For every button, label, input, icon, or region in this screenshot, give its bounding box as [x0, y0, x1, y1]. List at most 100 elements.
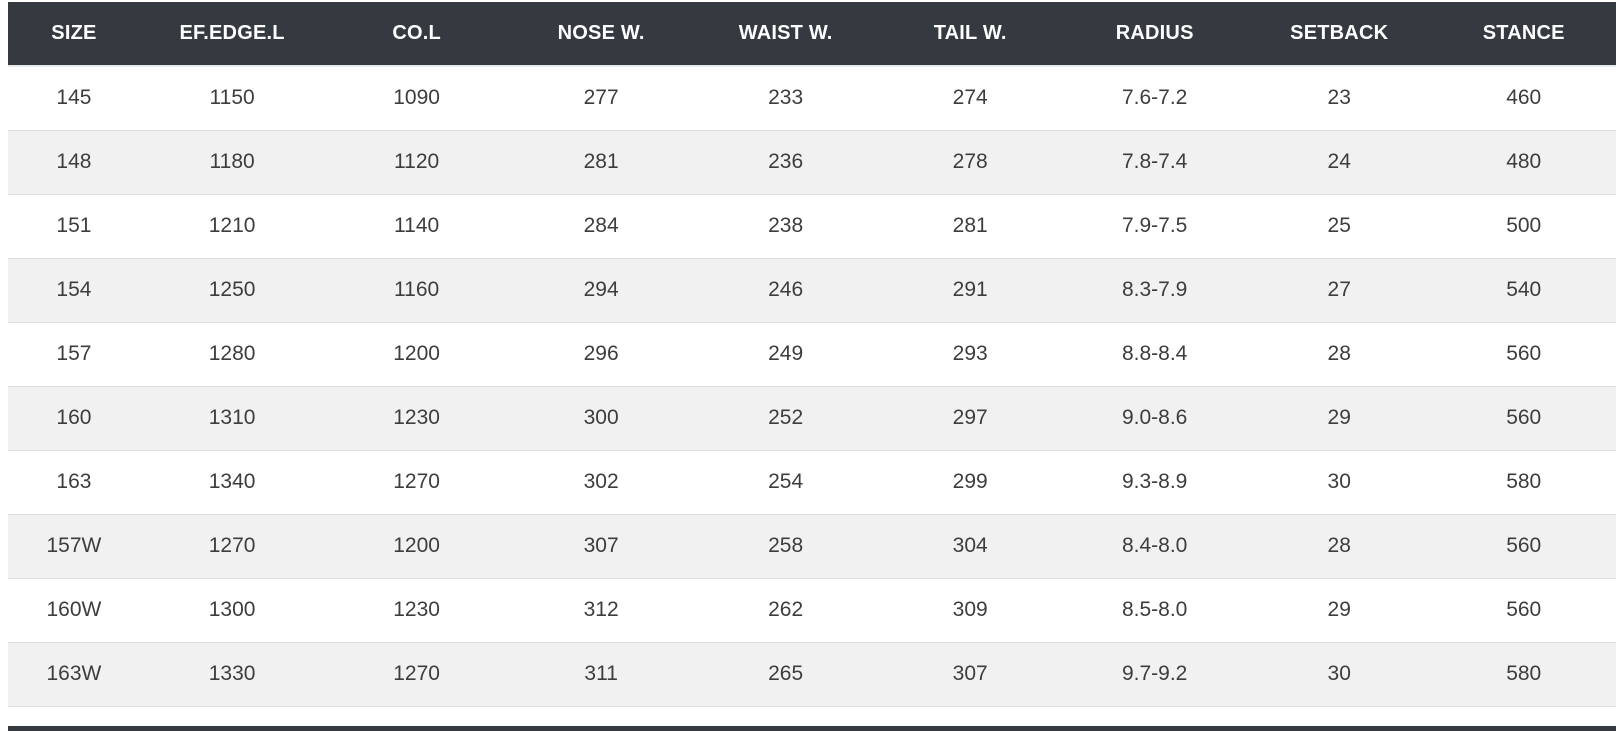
- spec-table-header: SIZE EF.EDGE.L CO.L NOSE W. WAIST W. TAIL W. R…: [8, 2, 1616, 66]
- table-cell: 1300: [208, 598, 256, 621]
- table-cell: 236: [768, 150, 804, 173]
- table-cell: 302: [583, 470, 619, 493]
- table-cell: 460: [1506, 86, 1542, 110]
- table-cell: 30: [1327, 470, 1351, 493]
- table-cell: 238: [768, 214, 804, 237]
- table-cell: 9.0-8.6: [1121, 406, 1188, 429]
- table-cell: 580: [1506, 662, 1542, 685]
- table-cell: 300: [583, 406, 619, 429]
- table-cell: 480: [1506, 150, 1542, 173]
- table-cell: 309: [952, 598, 988, 621]
- table-cell: 1280: [208, 342, 256, 365]
- table-cell: 1180: [209, 150, 255, 173]
- table-cell: 262: [768, 598, 804, 621]
- table-cell: 560: [1506, 598, 1542, 621]
- table-cell: 23: [1327, 86, 1351, 110]
- table-cell: 1160: [394, 278, 440, 301]
- table-cell: 560: [1506, 342, 1542, 365]
- table-cell: 1120: [394, 150, 440, 173]
- table-cell: 254: [768, 470, 804, 493]
- table-cell: 7.9-7.5: [1121, 214, 1188, 237]
- table-cell: 500: [1506, 214, 1542, 237]
- table-row: 145 1150 1090 277 233 274 7.6-7.2 23 460: [8, 66, 1616, 130]
- table-cell: 1230: [393, 598, 440, 621]
- column-header-radius: RADIUS: [1062, 2, 1247, 66]
- spec-table-body: 145 1150 1090 277 233 274 7.6-7.2 23 460 148 1180 1…: [8, 66, 1616, 706]
- table-cell: 258: [768, 534, 804, 557]
- table-cell: 8.3-7.9: [1121, 278, 1188, 301]
- table-cell: 1200: [393, 534, 440, 557]
- table-cell: 154: [56, 278, 92, 301]
- column-header-waist-w: WAIST W.: [693, 2, 878, 66]
- table-cell: 312: [583, 598, 619, 621]
- table-cell: 1090: [393, 86, 440, 110]
- spec-table: SIZE EF.EDGE.L CO.L NOSE W. WAIST W. TAIL W. R…: [8, 2, 1616, 707]
- column-header-nose-w: NOSE W.: [508, 2, 694, 66]
- table-cell: 9.3-8.9: [1121, 470, 1188, 493]
- column-header-tail-w: TAIL W.: [877, 2, 1063, 66]
- table-cell: 246: [768, 278, 804, 301]
- table-cell: 30: [1327, 662, 1351, 685]
- table-cell: 265: [768, 662, 804, 685]
- table-cell: 145: [56, 86, 92, 110]
- table-cell: 307: [583, 534, 619, 557]
- table-cell: 1310: [208, 406, 256, 429]
- table-row: 163 1340 1270 302 254 299 9.3-8.9 30 580: [8, 450, 1616, 514]
- table-cell: 284: [583, 214, 619, 237]
- table-cell: 1270: [208, 534, 256, 557]
- table-cell: 29: [1327, 406, 1351, 429]
- table-cell: 294: [583, 278, 619, 301]
- column-header-setback: SETBACK: [1246, 2, 1432, 66]
- table-cell: 580: [1506, 470, 1542, 493]
- table-cell: 28: [1327, 342, 1351, 365]
- table-cell: 24: [1327, 150, 1351, 173]
- column-header-stance: STANCE: [1431, 2, 1616, 66]
- table-cell: 28: [1327, 534, 1351, 557]
- table-cell: 277: [583, 86, 619, 110]
- table-row: 157 1280 1200 296 249 293 8.8-8.4 28 560: [8, 322, 1616, 386]
- table-cell: 249: [768, 342, 804, 365]
- table-cell: 560: [1506, 534, 1542, 557]
- table-cell: 27: [1327, 278, 1351, 301]
- table-row: 163W 1330 1270 311 265 307 9.7-9.2 30 580: [8, 642, 1616, 706]
- table-cell: 8.8-8.4: [1121, 342, 1188, 365]
- table-cell: 160: [56, 406, 92, 429]
- table-cell: 1270: [393, 662, 440, 685]
- column-header-size: SIZE: [8, 2, 140, 66]
- spec-table-container: SIZE EF.EDGE.L CO.L NOSE W. WAIST W. TAIL W. R…: [8, 2, 1616, 707]
- table-cell: 1230: [393, 406, 440, 429]
- bottom-divider-bar: [8, 726, 1616, 731]
- table-cell: 291: [952, 278, 988, 301]
- table-cell: 163W: [46, 662, 102, 685]
- table-cell: 540: [1506, 278, 1542, 301]
- table-cell: 307: [952, 662, 988, 685]
- table-cell: 9.7-9.2: [1121, 662, 1188, 685]
- table-cell: 7.8-7.4: [1121, 150, 1188, 173]
- table-cell: 1340: [208, 470, 256, 493]
- table-cell: 8.5-8.0: [1121, 598, 1188, 621]
- table-cell: 281: [583, 150, 619, 173]
- table-cell: 1200: [393, 342, 440, 365]
- table-cell: 1330: [208, 662, 256, 685]
- table-row: 160 1310 1230 300 252 297 9.0-8.6 29 560: [8, 386, 1616, 450]
- table-cell: 148: [56, 150, 92, 173]
- table-cell: 157: [56, 342, 92, 365]
- table-cell: 233: [768, 86, 804, 110]
- table-cell: 297: [952, 406, 988, 429]
- table-cell: 163: [56, 470, 92, 493]
- column-header-co-l: CO.L: [324, 2, 509, 66]
- table-cell: 293: [952, 342, 988, 365]
- table-cell: 281: [952, 214, 988, 237]
- table-cell: 1270: [393, 470, 440, 493]
- header-row: SIZE EF.EDGE.L CO.L NOSE W. WAIST W. TAIL W. R…: [8, 2, 1616, 66]
- table-cell: 278: [952, 150, 988, 173]
- table-cell: 299: [952, 470, 988, 493]
- table-cell: 8.4-8.0: [1121, 534, 1188, 557]
- table-cell: 160W: [46, 598, 102, 621]
- table-cell: 157W: [46, 534, 102, 557]
- table-cell: 1140: [394, 214, 440, 237]
- table-cell: 296: [583, 342, 619, 365]
- table-row: 157W 1270 1200 307 258 304 8.4-8.0 28 560: [8, 514, 1616, 578]
- table-cell: 304: [952, 534, 988, 557]
- table-cell: 29: [1327, 598, 1351, 621]
